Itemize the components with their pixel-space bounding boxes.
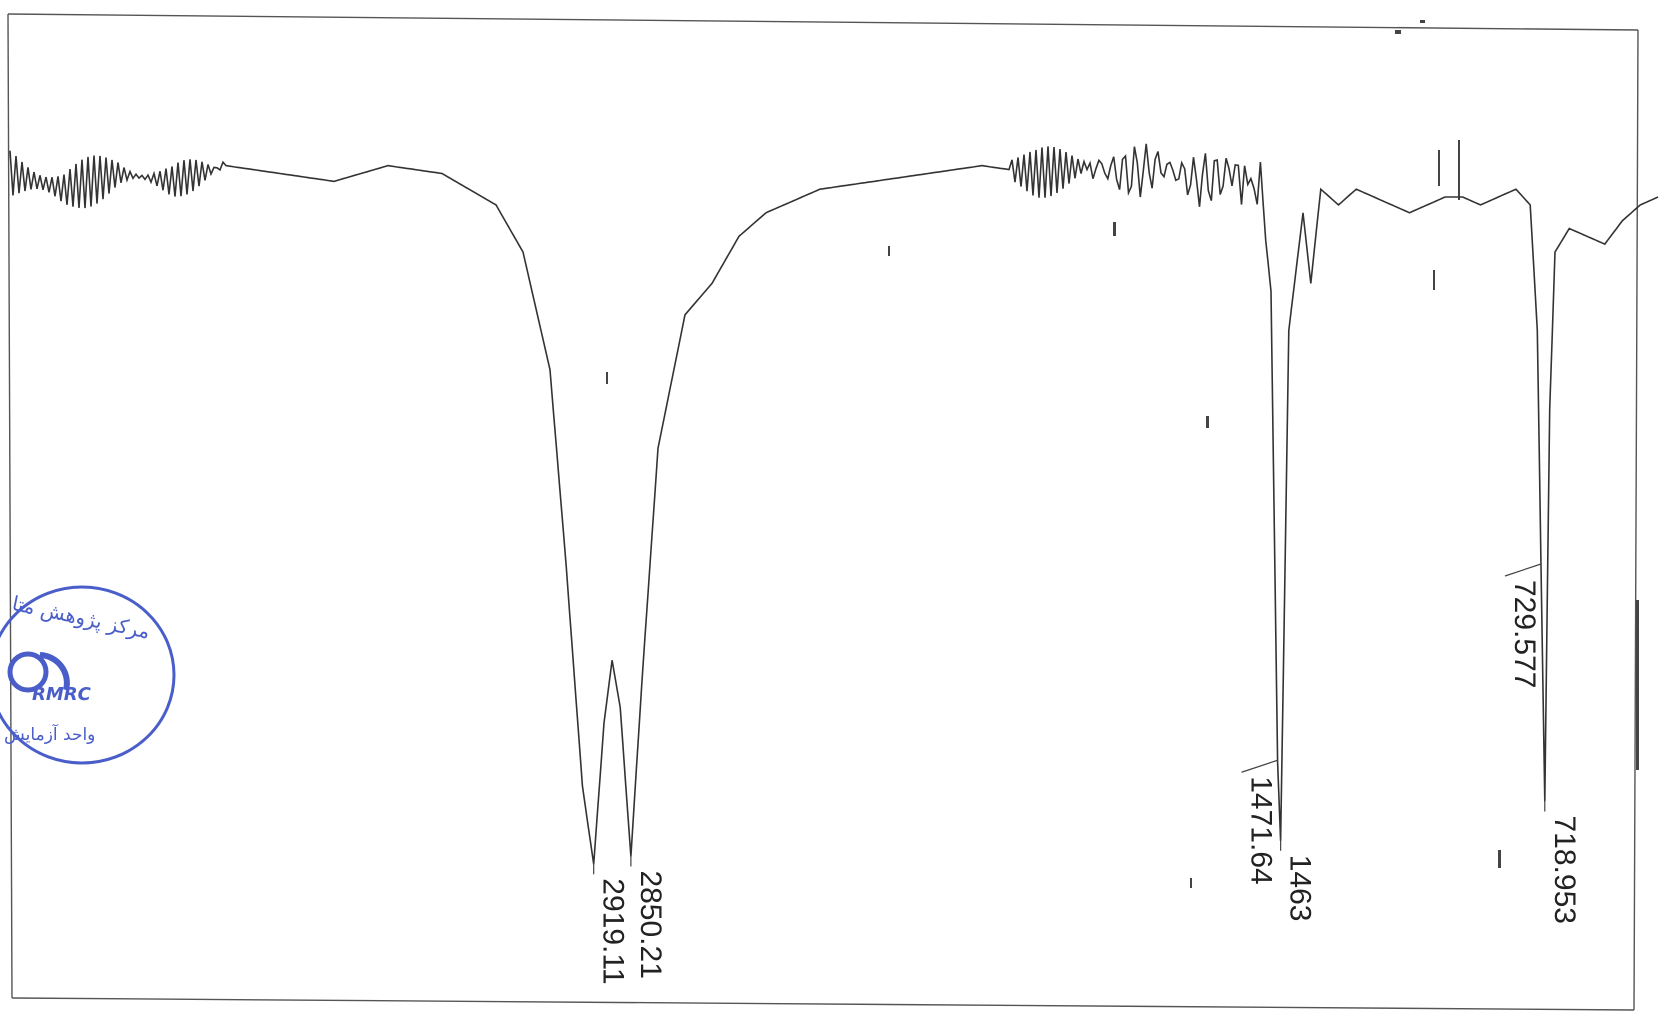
stamp-line2: واحد آزمایش (4, 723, 95, 745)
spectrum-trace (9, 143, 1659, 865)
stamp-logo-text: RMRC (32, 684, 92, 705)
rmrc-stamp: مرکز پژوهش متا RMRC واحد آزمایش (0, 585, 176, 765)
plot-frame (7, 13, 1639, 1011)
peak-label: 1463 (1284, 855, 1317, 922)
peak-leader-line (1504, 563, 1542, 577)
stamp-ring-icon (7, 651, 49, 693)
peak-leader-line (1241, 759, 1278, 773)
peak-label: 2919.11 (597, 878, 630, 984)
scan-noise (606, 20, 1639, 888)
peak-label: 729.577 (1508, 580, 1541, 688)
peak-label: 2850.21 (634, 870, 667, 978)
peak-label: 1471.64 (1245, 776, 1278, 884)
peak-label: 718.953 (1548, 816, 1581, 924)
